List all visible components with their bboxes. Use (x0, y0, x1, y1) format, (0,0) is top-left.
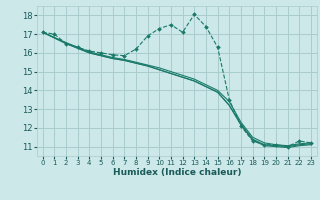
X-axis label: Humidex (Indice chaleur): Humidex (Indice chaleur) (113, 168, 241, 177)
